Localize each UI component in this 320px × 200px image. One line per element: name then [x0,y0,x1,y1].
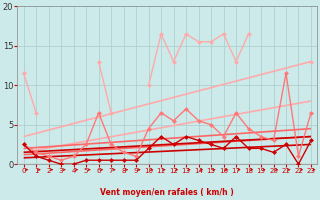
X-axis label: Vent moyen/en rafales ( km/h ): Vent moyen/en rafales ( km/h ) [100,188,234,197]
